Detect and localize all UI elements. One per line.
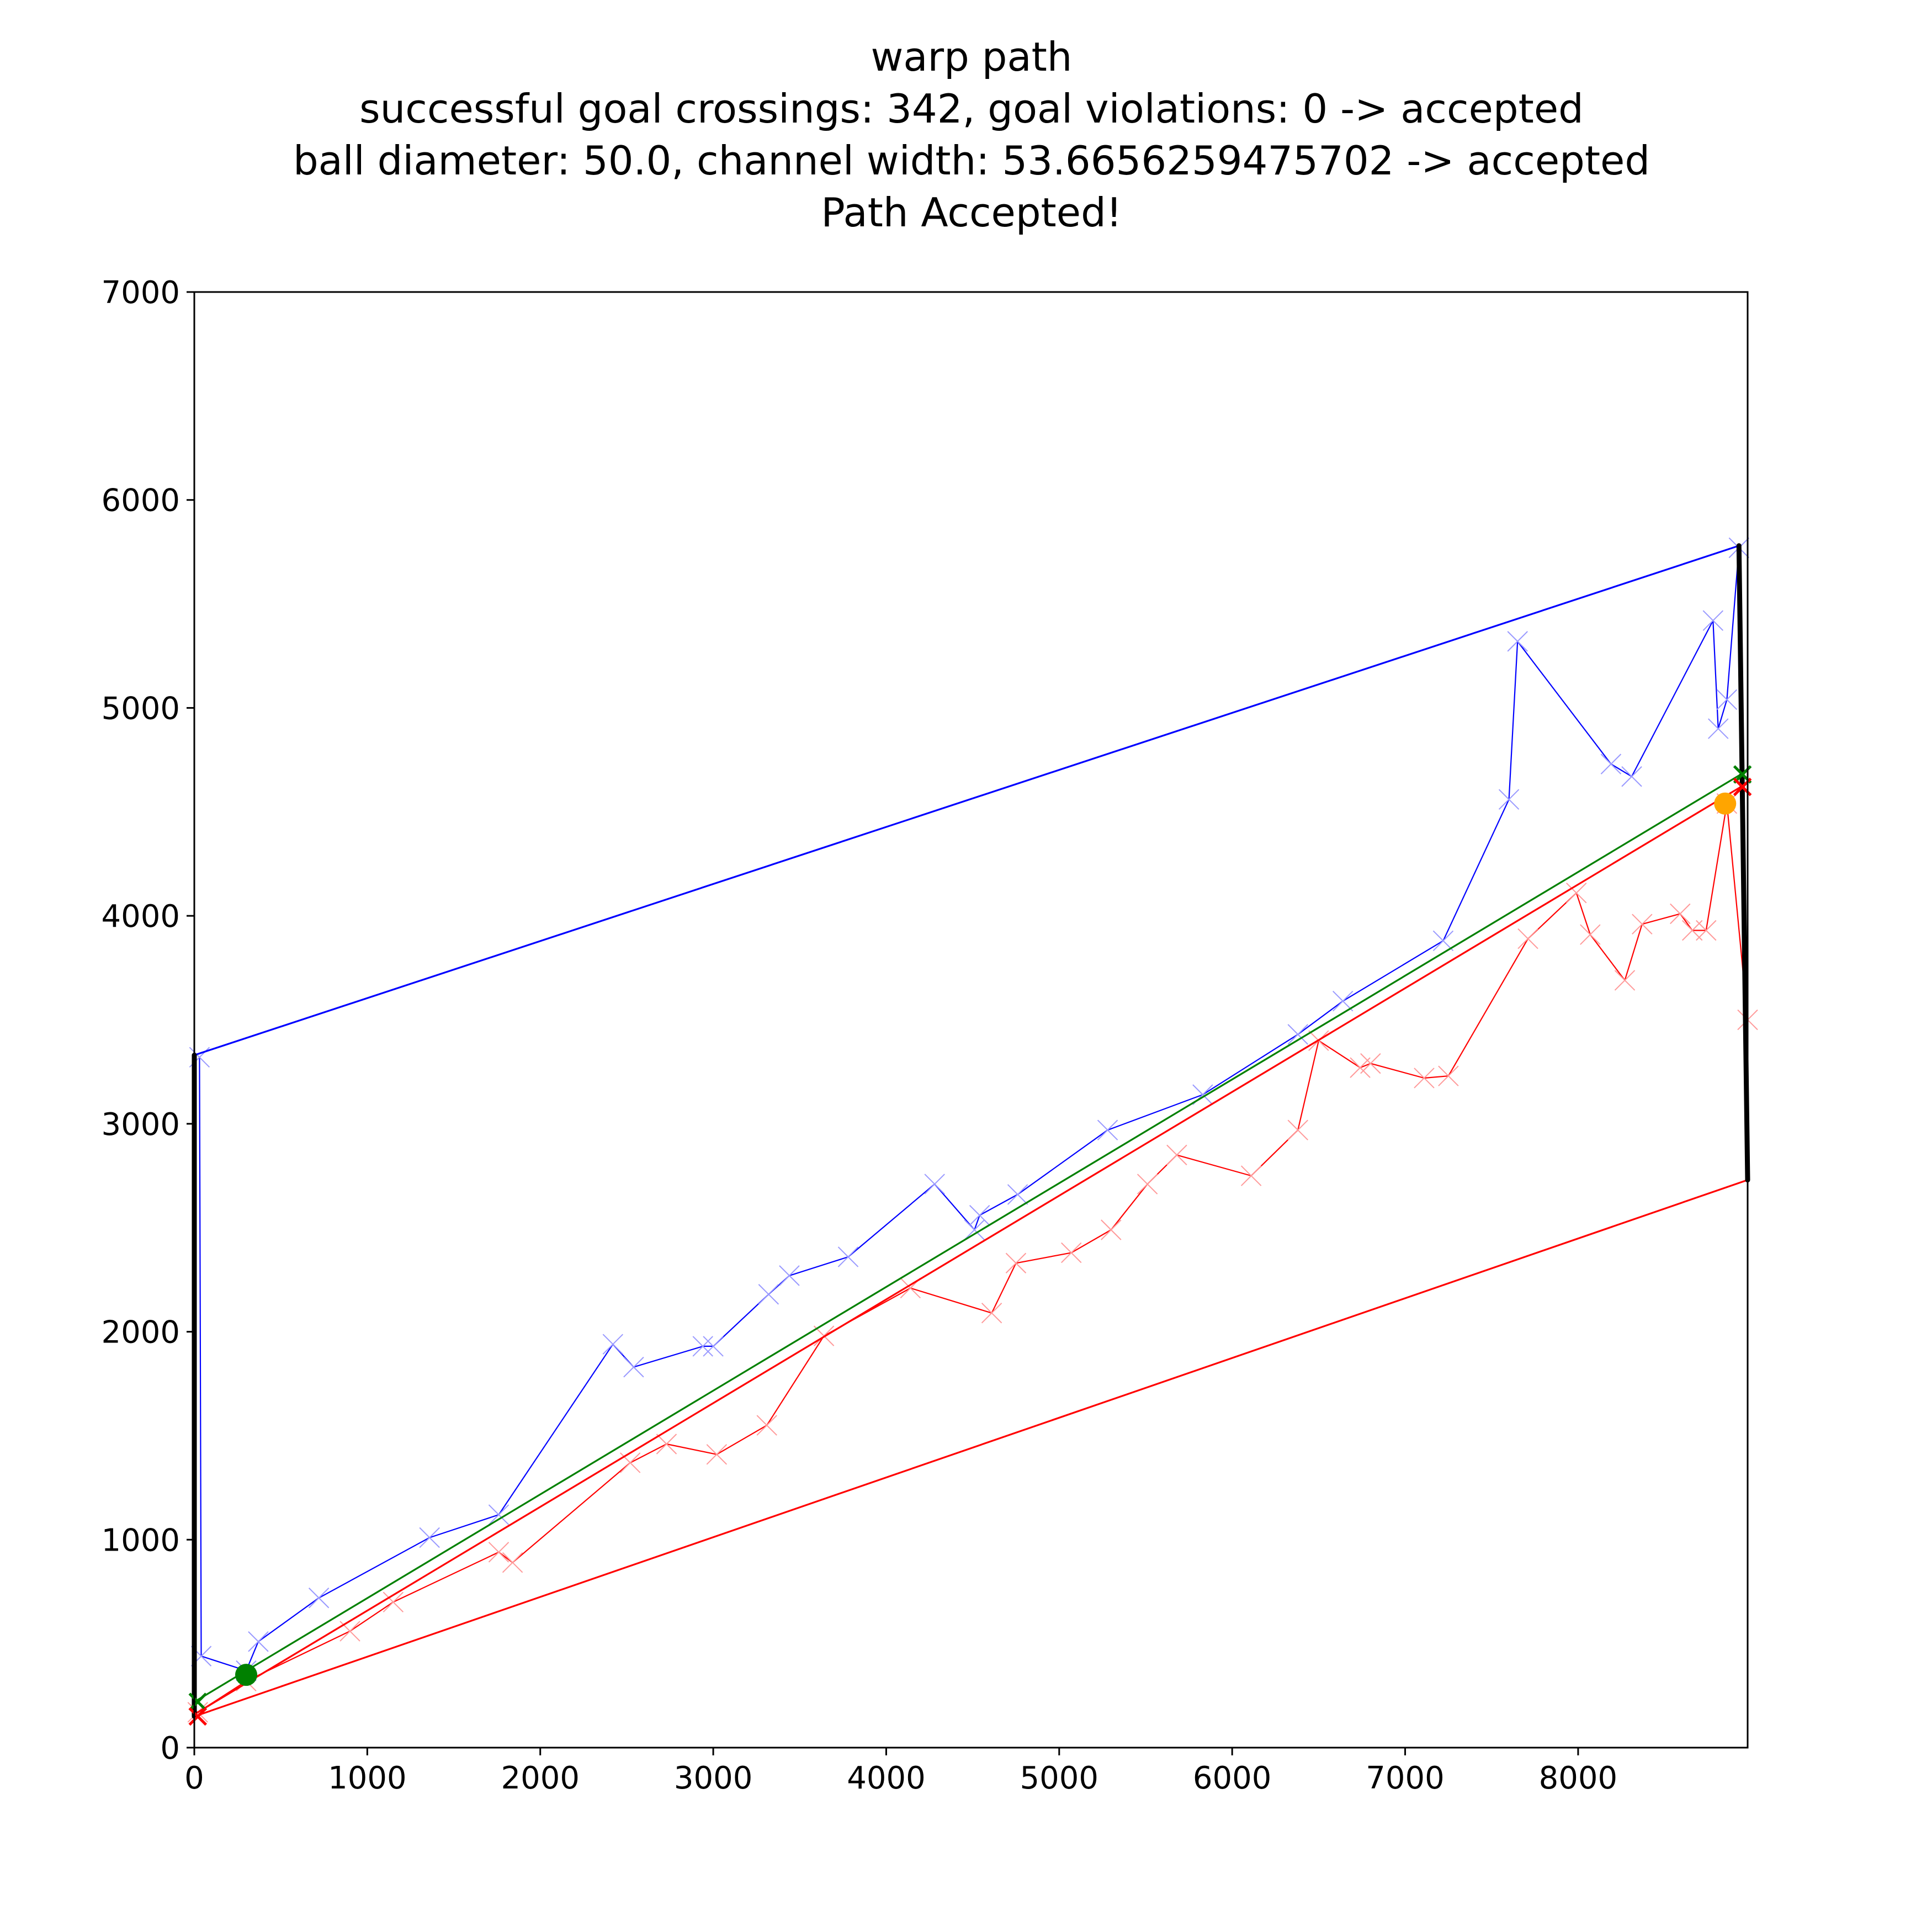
series-0-point-18 (1097, 1119, 1118, 1140)
series-0-point-8 (623, 1356, 644, 1378)
series-0-point-11 (758, 1284, 779, 1305)
series-0-point-15 (964, 1219, 985, 1240)
series-1-point-4 (488, 1542, 509, 1563)
series-0-point-14 (924, 1174, 945, 1195)
x-tick-label: 3000 (674, 1760, 753, 1796)
series-1-point-24 (1438, 1065, 1459, 1086)
series-0-point-23 (1498, 789, 1520, 810)
chart-title: warp path successful goal crossings: 342… (293, 34, 1650, 236)
series-1-point-16 (1137, 1174, 1158, 1195)
series-0-point-9 (692, 1336, 713, 1357)
series-0-point-27 (1702, 610, 1724, 631)
series-0-point-7 (602, 1334, 624, 1355)
marker-dot-1 (1714, 792, 1737, 815)
series-1-point-8 (706, 1444, 728, 1465)
series-0-point-13 (837, 1246, 859, 1267)
series-0-point-22 (1432, 930, 1454, 952)
axes: 0 1000 2000 3000 4000 5000 6000 7000 8000 0 1000 20… (101, 275, 1749, 1796)
title-line-4: Path Accepted! (821, 189, 1122, 236)
series-0-point-26 (1621, 766, 1642, 787)
series-0-point-17 (1007, 1184, 1028, 1205)
title-line-2: successful goal crossings: 342, goal vio… (359, 86, 1584, 132)
y-tick-label: 5000 (101, 691, 180, 726)
x-tick-label: 8000 (1539, 1760, 1618, 1796)
series-0-point-16 (969, 1204, 990, 1226)
title-line-3: ball diameter: 50.0, channel width: 53.6… (293, 137, 1650, 184)
x-tick-label: 7000 (1366, 1760, 1445, 1796)
series-5-line (193, 773, 1742, 1703)
y-tick-label: 7000 (101, 275, 180, 311)
series-0-point-29 (1716, 689, 1738, 710)
x-tick-label: 4000 (847, 1760, 926, 1796)
x-tick-label: 2000 (501, 1760, 580, 1796)
y-tick-label: 2000 (101, 1315, 180, 1351)
x-tick-label: 0 (184, 1760, 204, 1796)
series-7-line (1736, 543, 1750, 1183)
x-tick-label: 5000 (1020, 1760, 1099, 1796)
marker-dot-0 (235, 1664, 258, 1686)
series-1-point-14 (1061, 1242, 1082, 1264)
marker-cross-3 (188, 1707, 208, 1726)
y-tick-label: 4000 (101, 899, 180, 935)
series-1-point-15 (1101, 1219, 1122, 1240)
series-0-point-6 (488, 1504, 509, 1525)
series-1-point-23 (1414, 1068, 1435, 1089)
series-0-point-28 (1708, 718, 1729, 739)
series-1-point-5 (502, 1552, 523, 1573)
series-0-point-25 (1600, 753, 1622, 774)
series-1-point-7 (656, 1434, 677, 1455)
series-1-point-21 (1350, 1057, 1371, 1078)
series-1-point-29 (1632, 914, 1653, 935)
x-tick-label: 6000 (1193, 1760, 1272, 1796)
series-3-line (193, 1179, 1749, 1718)
series-1-point-22 (1360, 1053, 1381, 1074)
series-0-point-10 (703, 1336, 724, 1357)
series-1-point-26 (1566, 882, 1587, 904)
series-0-point-20 (1287, 1024, 1308, 1045)
y-tick-label: 1000 (101, 1522, 180, 1558)
series-1-point-28 (1614, 970, 1636, 991)
series-1-point-18 (1240, 1165, 1262, 1186)
series-0-point-4 (308, 1588, 330, 1609)
y-tick-label: 6000 (101, 483, 180, 519)
series-2-line (193, 544, 1740, 1057)
series-0-point-21 (1333, 990, 1354, 1012)
plot-frame (193, 291, 1749, 1749)
series-1-point-17 (1166, 1144, 1187, 1166)
series-0-point-24 (1507, 631, 1528, 652)
series-0-point-12 (779, 1265, 800, 1286)
y-tick-label: 3000 (101, 1107, 180, 1143)
series-layer (187, 537, 1758, 1723)
marker-cross-2 (188, 1692, 208, 1711)
series-1-point-9 (756, 1415, 777, 1436)
y-tick-label: 0 (160, 1731, 180, 1766)
series-1-point-32 (1696, 920, 1717, 941)
series-1-point-12 (981, 1302, 1002, 1324)
series-1-point-19 (1287, 1119, 1308, 1140)
series-1-point-13 (1005, 1252, 1027, 1273)
series-1-point-27 (1580, 924, 1601, 945)
series-1-point-30 (1670, 903, 1691, 925)
title-line-1: warp path (871, 34, 1073, 80)
series-0-point-3 (248, 1631, 269, 1652)
series-1-point-25 (1517, 928, 1538, 949)
series-0-point-5 (419, 1527, 440, 1548)
series-1-point-3 (383, 1591, 404, 1613)
x-tick-label: 1000 (328, 1760, 407, 1796)
series-4-line (193, 785, 1742, 1716)
